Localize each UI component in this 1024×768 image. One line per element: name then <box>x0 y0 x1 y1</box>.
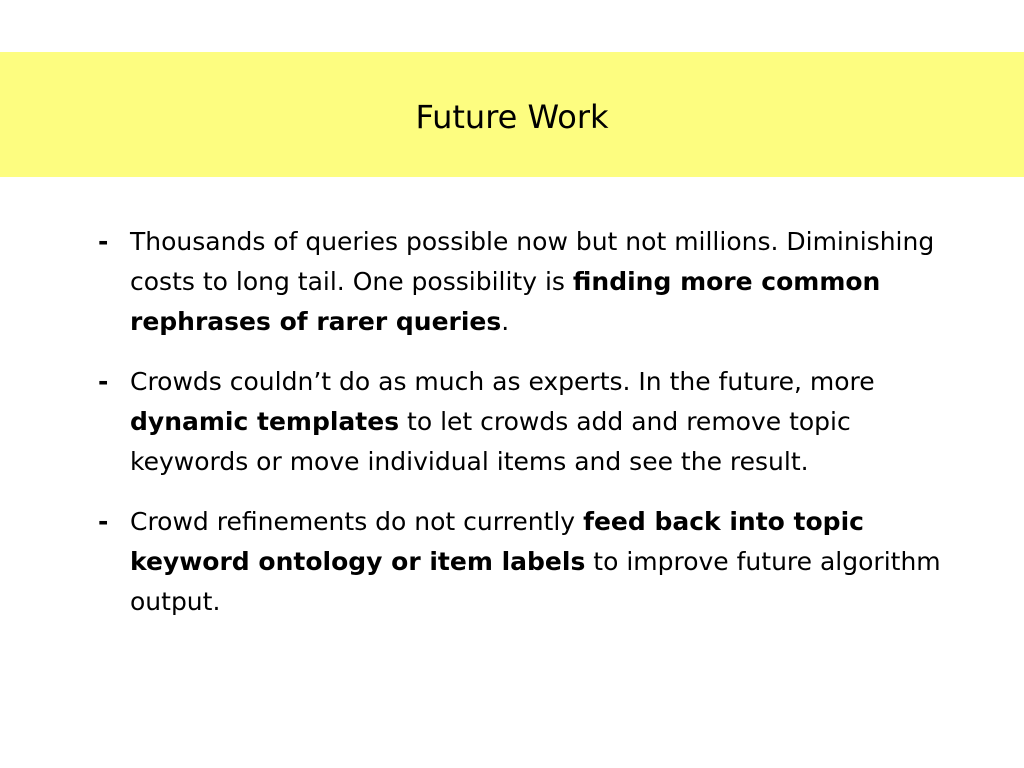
slide-title: Future Work <box>415 97 609 136</box>
bullet-list: - Thousands of queries possible now but … <box>98 222 958 642</box>
bullet-text: Thousands of queries possible now but no… <box>130 227 935 296</box>
bullet-emphasis: dynamic templates <box>130 407 400 436</box>
bullet-item: - Crowds couldn’t do as much as experts.… <box>98 362 958 482</box>
bullet-text-end: . <box>501 307 510 336</box>
bullet-text-end: to let crowds add and remove topic keywo… <box>130 407 851 476</box>
bullet-item: - Thousands of queries possible now but … <box>98 222 958 342</box>
bullet-dash: - <box>98 227 109 256</box>
bullet-text-end: to improve future algorithm output. <box>130 547 941 616</box>
bullet-emphasis: feed back into topic keyword ontology or… <box>130 507 864 576</box>
bullet-emphasis: finding more common rephrases of rarer q… <box>130 267 881 336</box>
bullet-text: Crowd refinements do not currently <box>130 507 584 536</box>
bullet-dash: - <box>98 507 109 536</box>
title-band: Future Work <box>0 52 1024 177</box>
bullet-item: - Crowd refinements do not currently fee… <box>98 502 958 622</box>
bullet-text: Crowds couldn’t do as much as experts. I… <box>130 367 875 396</box>
bullet-dash: - <box>98 367 109 396</box>
